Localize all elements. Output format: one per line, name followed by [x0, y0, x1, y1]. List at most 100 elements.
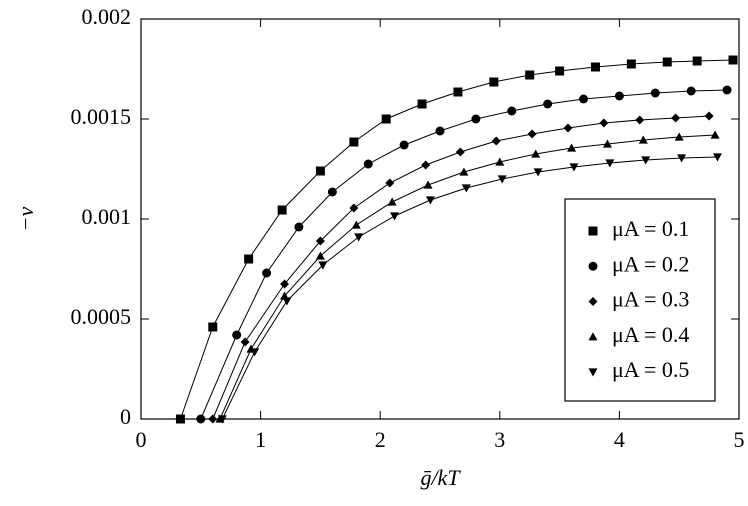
- legend-label: μA = 0.2: [612, 251, 689, 276]
- y-tick-label: 0.002: [82, 4, 132, 29]
- marker: [315, 251, 325, 260]
- marker: [602, 139, 612, 148]
- marker: [461, 184, 471, 193]
- y-axis-label: −ν: [13, 206, 38, 231]
- x-axis-label: ḡ/kT: [420, 465, 461, 490]
- marker: [662, 57, 672, 67]
- marker: [327, 187, 337, 197]
- marker: [315, 166, 325, 176]
- marker: [349, 137, 359, 147]
- marker: [453, 87, 463, 97]
- marker: [471, 114, 481, 124]
- marker: [527, 129, 537, 139]
- marker: [385, 178, 395, 188]
- marker: [318, 261, 328, 270]
- y-tick-label: 0.0015: [71, 104, 132, 129]
- marker: [635, 115, 645, 125]
- x-tick-label: 4: [614, 427, 625, 452]
- marker: [507, 106, 517, 116]
- y-tick-label: 0.0005: [71, 304, 132, 329]
- marker: [588, 297, 598, 306]
- marker: [605, 159, 615, 168]
- marker: [277, 205, 287, 215]
- marker: [294, 222, 304, 232]
- marker: [354, 233, 364, 242]
- marker: [671, 113, 681, 123]
- marker: [588, 261, 598, 271]
- marker: [525, 70, 535, 80]
- marker: [686, 86, 696, 96]
- marker: [555, 66, 565, 76]
- x-tick-label: 0: [136, 427, 147, 452]
- marker: [692, 56, 702, 66]
- marker: [641, 156, 651, 165]
- marker: [381, 114, 391, 124]
- legend-label: μA = 0.3: [612, 287, 689, 312]
- marker: [728, 55, 738, 65]
- marker: [588, 226, 598, 236]
- marker: [217, 415, 227, 424]
- marker: [638, 135, 648, 144]
- marker: [250, 348, 260, 357]
- x-tick-label: 1: [255, 427, 266, 452]
- marker: [533, 168, 543, 177]
- marker: [399, 140, 409, 150]
- marker: [425, 196, 435, 205]
- marker: [262, 268, 272, 278]
- marker: [489, 77, 499, 87]
- marker: [282, 297, 292, 306]
- marker: [567, 143, 577, 152]
- marker: [710, 130, 720, 139]
- marker: [677, 154, 687, 163]
- marker: [244, 254, 254, 264]
- legend-label: μA = 0.5: [612, 357, 689, 382]
- marker: [417, 99, 427, 109]
- marker: [232, 330, 242, 340]
- legend-label: μA = 0.4: [612, 322, 689, 347]
- marker: [563, 123, 573, 133]
- legend-label: μA = 0.1: [612, 216, 689, 241]
- marker: [351, 220, 361, 229]
- marker: [455, 147, 465, 157]
- marker: [543, 99, 553, 109]
- marker: [722, 85, 732, 95]
- marker: [349, 203, 359, 213]
- marker: [626, 59, 636, 69]
- marker: [387, 197, 397, 206]
- marker: [435, 126, 445, 136]
- marker: [280, 279, 290, 289]
- marker: [704, 111, 714, 121]
- marker: [614, 91, 624, 101]
- x-tick-label: 5: [734, 427, 745, 452]
- marker: [590, 62, 600, 72]
- x-tick-label: 3: [494, 427, 505, 452]
- marker: [588, 332, 598, 341]
- marker: [650, 88, 660, 98]
- marker: [491, 136, 501, 146]
- marker: [421, 160, 431, 170]
- marker: [315, 236, 325, 246]
- legend-box: [564, 198, 716, 402]
- marker: [363, 159, 373, 169]
- marker: [495, 157, 505, 166]
- marker: [208, 322, 218, 332]
- x-tick-label: 2: [375, 427, 386, 452]
- marker: [175, 414, 185, 424]
- marker: [497, 175, 507, 184]
- marker: [390, 212, 400, 221]
- marker: [569, 163, 579, 172]
- marker: [423, 180, 433, 189]
- marker: [674, 132, 684, 141]
- marker: [240, 337, 250, 347]
- marker: [196, 414, 206, 424]
- marker: [531, 149, 541, 158]
- marker: [459, 167, 469, 176]
- marker: [208, 414, 218, 424]
- y-tick-label: 0.001: [82, 204, 132, 229]
- marker: [579, 94, 589, 104]
- marker: [588, 368, 598, 377]
- series-line: [200, 89, 728, 420]
- marker: [599, 118, 609, 128]
- marker: [712, 153, 722, 162]
